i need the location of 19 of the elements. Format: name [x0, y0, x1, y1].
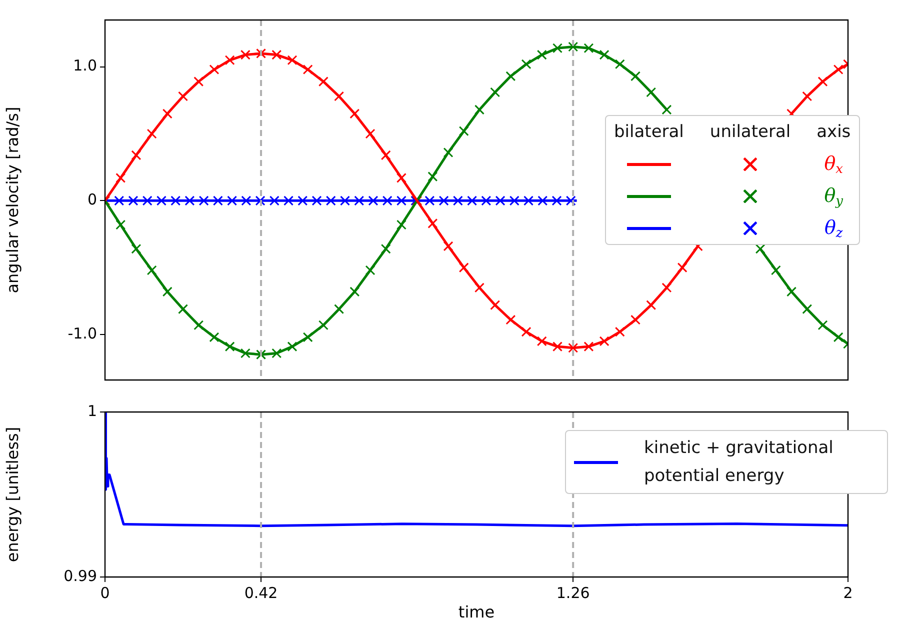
annotation: bilateral: [613, 121, 685, 144]
y-tick-label: 1: [87, 402, 97, 420]
text: θ$_{y}$: [823, 184, 844, 211]
x-tick-label: 1.26: [556, 584, 590, 602]
y-axis-title: angular velocity [rad/s]: [2, 106, 22, 294]
legend-label: kinetic + gravitational potential energy: [643, 437, 834, 488]
y-tick-label: -1.0: [68, 324, 97, 342]
text: θ$_{x}$: [823, 152, 844, 179]
y-tick-label: 0: [87, 190, 97, 209]
y-tick-label: 0.99: [64, 566, 97, 585]
x-tick-label: 0: [100, 584, 110, 602]
annotation: axis: [816, 121, 852, 144]
x-tick-label: 0.42: [244, 584, 278, 602]
y-axis-title: energy [unitless]: [2, 426, 22, 562]
annotation: unilateral: [708, 121, 792, 144]
y-tick-label: 1.0: [73, 56, 97, 75]
text: θ$_{z}$: [823, 216, 844, 243]
x-tick-label: 2: [843, 584, 853, 602]
x-axis-title: time: [458, 602, 495, 622]
